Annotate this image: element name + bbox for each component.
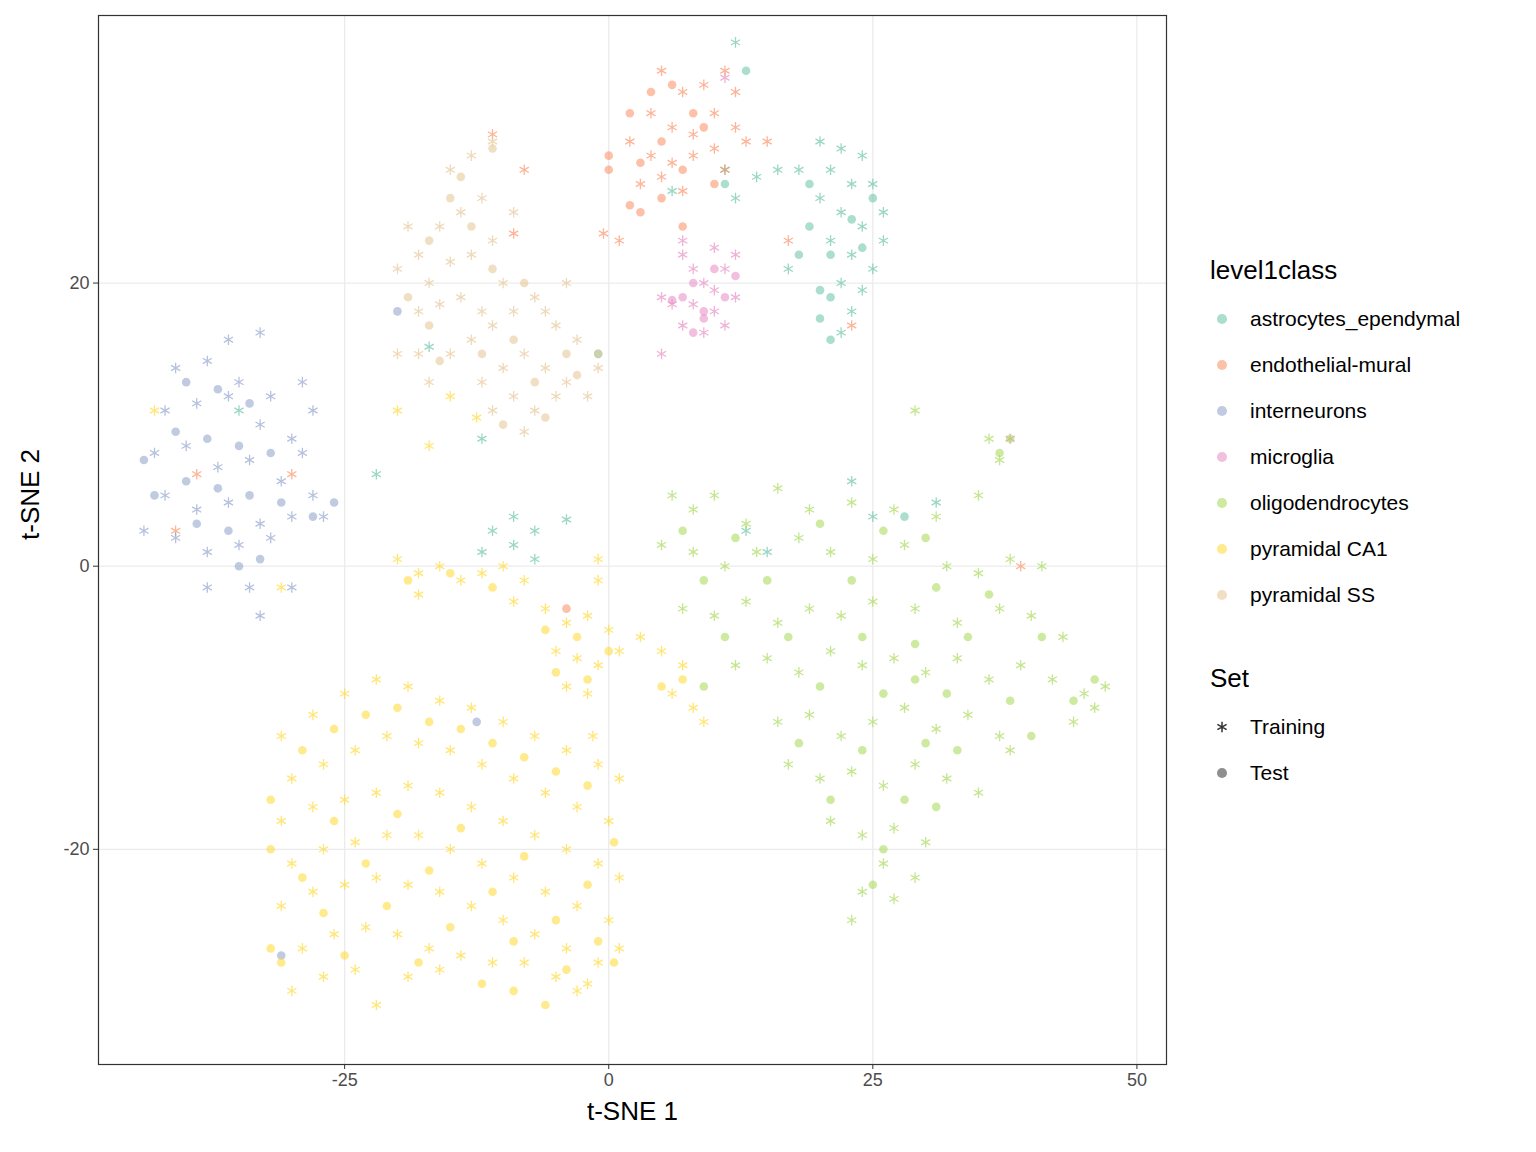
svg-text:20: 20 (69, 273, 89, 293)
html-text:oligodendrocytes: oligodendrocytes (1250, 491, 1409, 514)
html-text:pyramidal SS: pyramidal SS (1250, 583, 1375, 606)
html-text:Training: Training (1250, 715, 1326, 738)
svg-text:-20: -20 (63, 839, 89, 859)
html-text:level1class: level1class (1210, 255, 1338, 285)
svg-text:0: 0 (604, 1070, 614, 1090)
html-text:endothelial-mural: endothelial-mural (1250, 353, 1412, 376)
svg-text:-25: -25 (332, 1070, 358, 1090)
html-text:Set: Set (1210, 663, 1249, 693)
html-text:pyramidal CA1: pyramidal CA1 (1250, 537, 1388, 560)
svg-text:25: 25 (863, 1070, 883, 1090)
html-text:Test: Test (1250, 761, 1289, 784)
html-text:astrocytes_ependymal: astrocytes_ependymal (1250, 307, 1461, 330)
svg-text:t-SNE 2: t-SNE 2 (15, 449, 45, 540)
html-text:interneurons: interneurons (1250, 399, 1367, 422)
svg-text:t-SNE 1: t-SNE 1 (587, 1096, 678, 1126)
html-text:microglia: microglia (1250, 445, 1334, 468)
svg-text:50: 50 (1127, 1070, 1147, 1090)
svg-text:0: 0 (79, 556, 89, 576)
